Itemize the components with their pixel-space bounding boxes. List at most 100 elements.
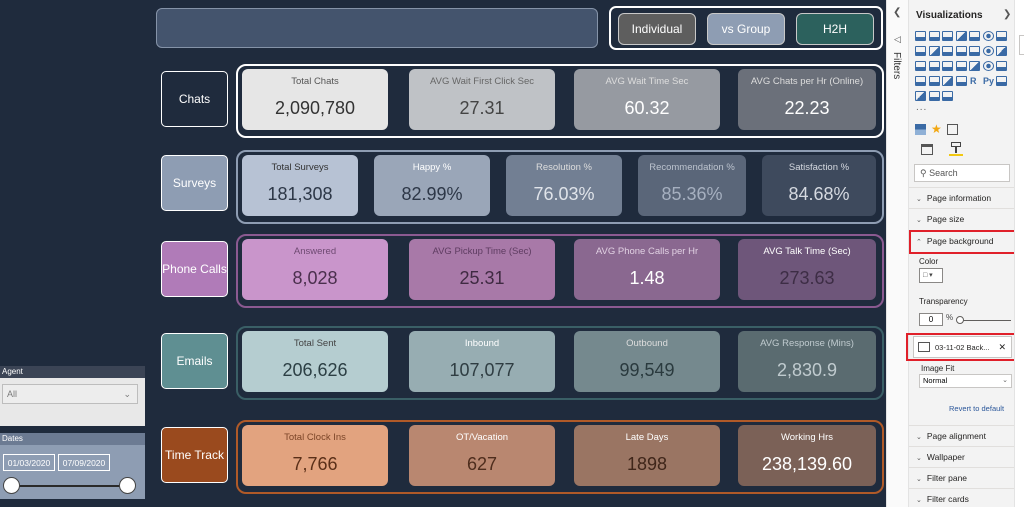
individual-button[interactable]: Individual (618, 13, 696, 45)
visual-type-icon[interactable] (969, 61, 980, 71)
visual-type-icon[interactable] (915, 91, 926, 101)
kpi-card[interactable]: Total Sent 206,626 (242, 331, 388, 392)
kpi-card[interactable]: Late Days 1898 (574, 425, 720, 486)
fields-well-icon[interactable] (921, 144, 933, 155)
section-label-phone-calls[interactable]: Phone Calls (161, 241, 228, 297)
r-visual-icon[interactable]: R (970, 76, 977, 86)
section-page-information[interactable]: ⌄ Page information (909, 187, 1015, 207)
visual-type-icon[interactable] (942, 91, 953, 101)
close-icon[interactable]: ✕ (998, 341, 1006, 352)
kpi-card[interactable]: Total Surveys 181,308 (242, 155, 358, 216)
kpi-card[interactable]: Outbound 99,549 (574, 331, 720, 392)
section-wallpaper[interactable]: ⌄ Wallpaper (909, 446, 1015, 466)
kpi-card[interactable]: Total Chats 2,090,780 (242, 69, 388, 130)
visual-type-icon[interactable] (996, 61, 1007, 71)
kpi-card[interactable]: Working Hrs 238,139.60 (738, 425, 876, 486)
visual-type-icon[interactable] (928, 91, 940, 101)
visual-type-icon[interactable] (915, 31, 926, 41)
visual-type-icon[interactable] (996, 31, 1007, 41)
image-fit-dropdown[interactable]: Normal ⌄ (919, 374, 1012, 388)
kpi-card[interactable]: AVG Wait First Click Sec 27.31 (409, 69, 555, 130)
fields-tab-icon[interactable] (915, 124, 926, 135)
image-icon (918, 342, 930, 352)
fields-pane-tab[interactable] (1019, 35, 1024, 55)
kpi-card[interactable]: Satisfaction % 84.68% (762, 155, 876, 216)
kpi-card[interactable]: AVG Pickup Time (Sec) 25.31 (409, 239, 555, 300)
visual-type-icon[interactable] (982, 61, 994, 71)
filters-pane-label[interactable]: Filters (891, 52, 902, 80)
kpi-value: 8,028 (292, 268, 338, 288)
kpi-card[interactable]: AVG Chats per Hr (Online) 22.23 (738, 69, 876, 130)
visual-type-icon[interactable] (915, 76, 926, 86)
kpi-value: 27.31 (459, 98, 505, 118)
color-picker[interactable]: □ ▾ (919, 268, 943, 283)
visual-type-icon[interactable] (942, 76, 953, 86)
section-page-alignment[interactable]: ⌄ Page alignment (909, 425, 1015, 445)
chevron-right-icon[interactable]: ❯ (1003, 9, 1012, 20)
kpi-card[interactable]: AVG Talk Time (Sec) 273.63 (738, 239, 876, 300)
section-page-size[interactable]: ⌄ Page size (909, 208, 1015, 228)
kpi-card[interactable]: Recommendation % 85.36% (638, 155, 746, 216)
kpi-card[interactable]: Happy % 82.99% (374, 155, 490, 216)
visual-type-icon[interactable] (928, 61, 940, 71)
kpi-label: AVG Talk Time (Sec) (763, 246, 851, 257)
section-filter-cards[interactable]: ⌄ Filter cards (909, 488, 1015, 508)
kpi-card[interactable]: Total Clock Ins 7,766 (242, 425, 388, 486)
kpi-card[interactable]: Inbound 107,077 (409, 331, 555, 392)
date-slider-end-handle[interactable] (119, 477, 136, 494)
kpi-card[interactable]: Resolution % 76.03% (506, 155, 622, 216)
kpi-card[interactable]: AVG Response (Mins) 2,830.9 (738, 331, 876, 392)
python-visual-icon[interactable]: Py (983, 76, 995, 86)
agent-dropdown[interactable]: All ⌄ (2, 384, 138, 404)
visual-type-icon[interactable] (982, 31, 994, 41)
visual-type-icon[interactable] (955, 31, 967, 41)
visual-type-icon[interactable] (955, 76, 967, 86)
transparency-input[interactable]: 0 (919, 313, 943, 326)
section-label-surveys[interactable]: Surveys (161, 155, 228, 211)
analytics-tab-icon[interactable] (947, 124, 958, 135)
more-visuals-icon[interactable]: ... (916, 102, 928, 113)
visual-type-icon[interactable] (955, 46, 967, 56)
visual-type-icon[interactable] (996, 76, 1007, 86)
visual-type-icon[interactable] (915, 46, 926, 56)
date-start-input[interactable]: 01/03/2020 (3, 454, 55, 471)
h2h-button[interactable]: H2H (796, 13, 874, 45)
kpi-card[interactable]: AVG Phone Calls per Hr 1.48 (574, 239, 720, 300)
visual-type-icon[interactable] (942, 46, 953, 56)
kpi-card[interactable]: OT/Vacation 627 (409, 425, 555, 486)
visual-type-icon[interactable] (928, 76, 940, 86)
transparency-slider-handle[interactable] (956, 316, 964, 324)
date-end-input[interactable]: 07/09/2020 (58, 454, 110, 471)
visual-type-icon[interactable] (982, 46, 994, 56)
image-fit-value: Normal (923, 376, 948, 385)
background-image-file[interactable]: 03-11-02 Back... ✕ (913, 336, 1012, 358)
section-label: Page information (926, 193, 992, 203)
visual-type-icon[interactable] (915, 61, 926, 71)
visual-type-icon[interactable] (928, 46, 940, 56)
visual-type-icon[interactable] (942, 31, 953, 41)
visual-type-icon[interactable] (969, 46, 980, 56)
filters-pane-collapsed[interactable]: ❮ ◁ Filters (886, 0, 908, 507)
kpi-card[interactable]: Answered 8,028 (242, 239, 388, 300)
section-filter-pane[interactable]: ⌄ Filter pane (909, 467, 1015, 487)
chevron-left-icon[interactable]: ❮ (893, 7, 902, 18)
visual-type-icon[interactable] (955, 61, 967, 71)
date-slider-start-handle[interactable] (3, 477, 20, 494)
visual-type-icon[interactable] (996, 46, 1007, 56)
pane-search-input[interactable]: ⚲ Search (914, 164, 1010, 182)
chevron-down-icon: ⌄ (1002, 377, 1008, 384)
section-label-time-track[interactable]: Time Track (161, 427, 228, 483)
visual-type-icon[interactable] (969, 31, 980, 41)
visual-type-icon[interactable] (928, 31, 940, 41)
kpi-value: 99,549 (619, 360, 675, 380)
chevron-up-icon: ⌃ (916, 239, 922, 246)
vs-group-button[interactable]: vs Group (707, 13, 785, 45)
section-label-emails[interactable]: Emails (161, 333, 228, 389)
format-paint-roller-icon[interactable] (949, 142, 963, 156)
star-icon[interactable]: ★ (931, 122, 942, 136)
kpi-label: Late Days (625, 432, 669, 443)
section-label-chats[interactable]: Chats (161, 71, 228, 127)
revert-to-default-link[interactable]: Revert to default (949, 404, 1005, 413)
kpi-card[interactable]: AVG Wait Time Sec 60.32 (574, 69, 720, 130)
visual-type-icon[interactable] (942, 61, 953, 71)
